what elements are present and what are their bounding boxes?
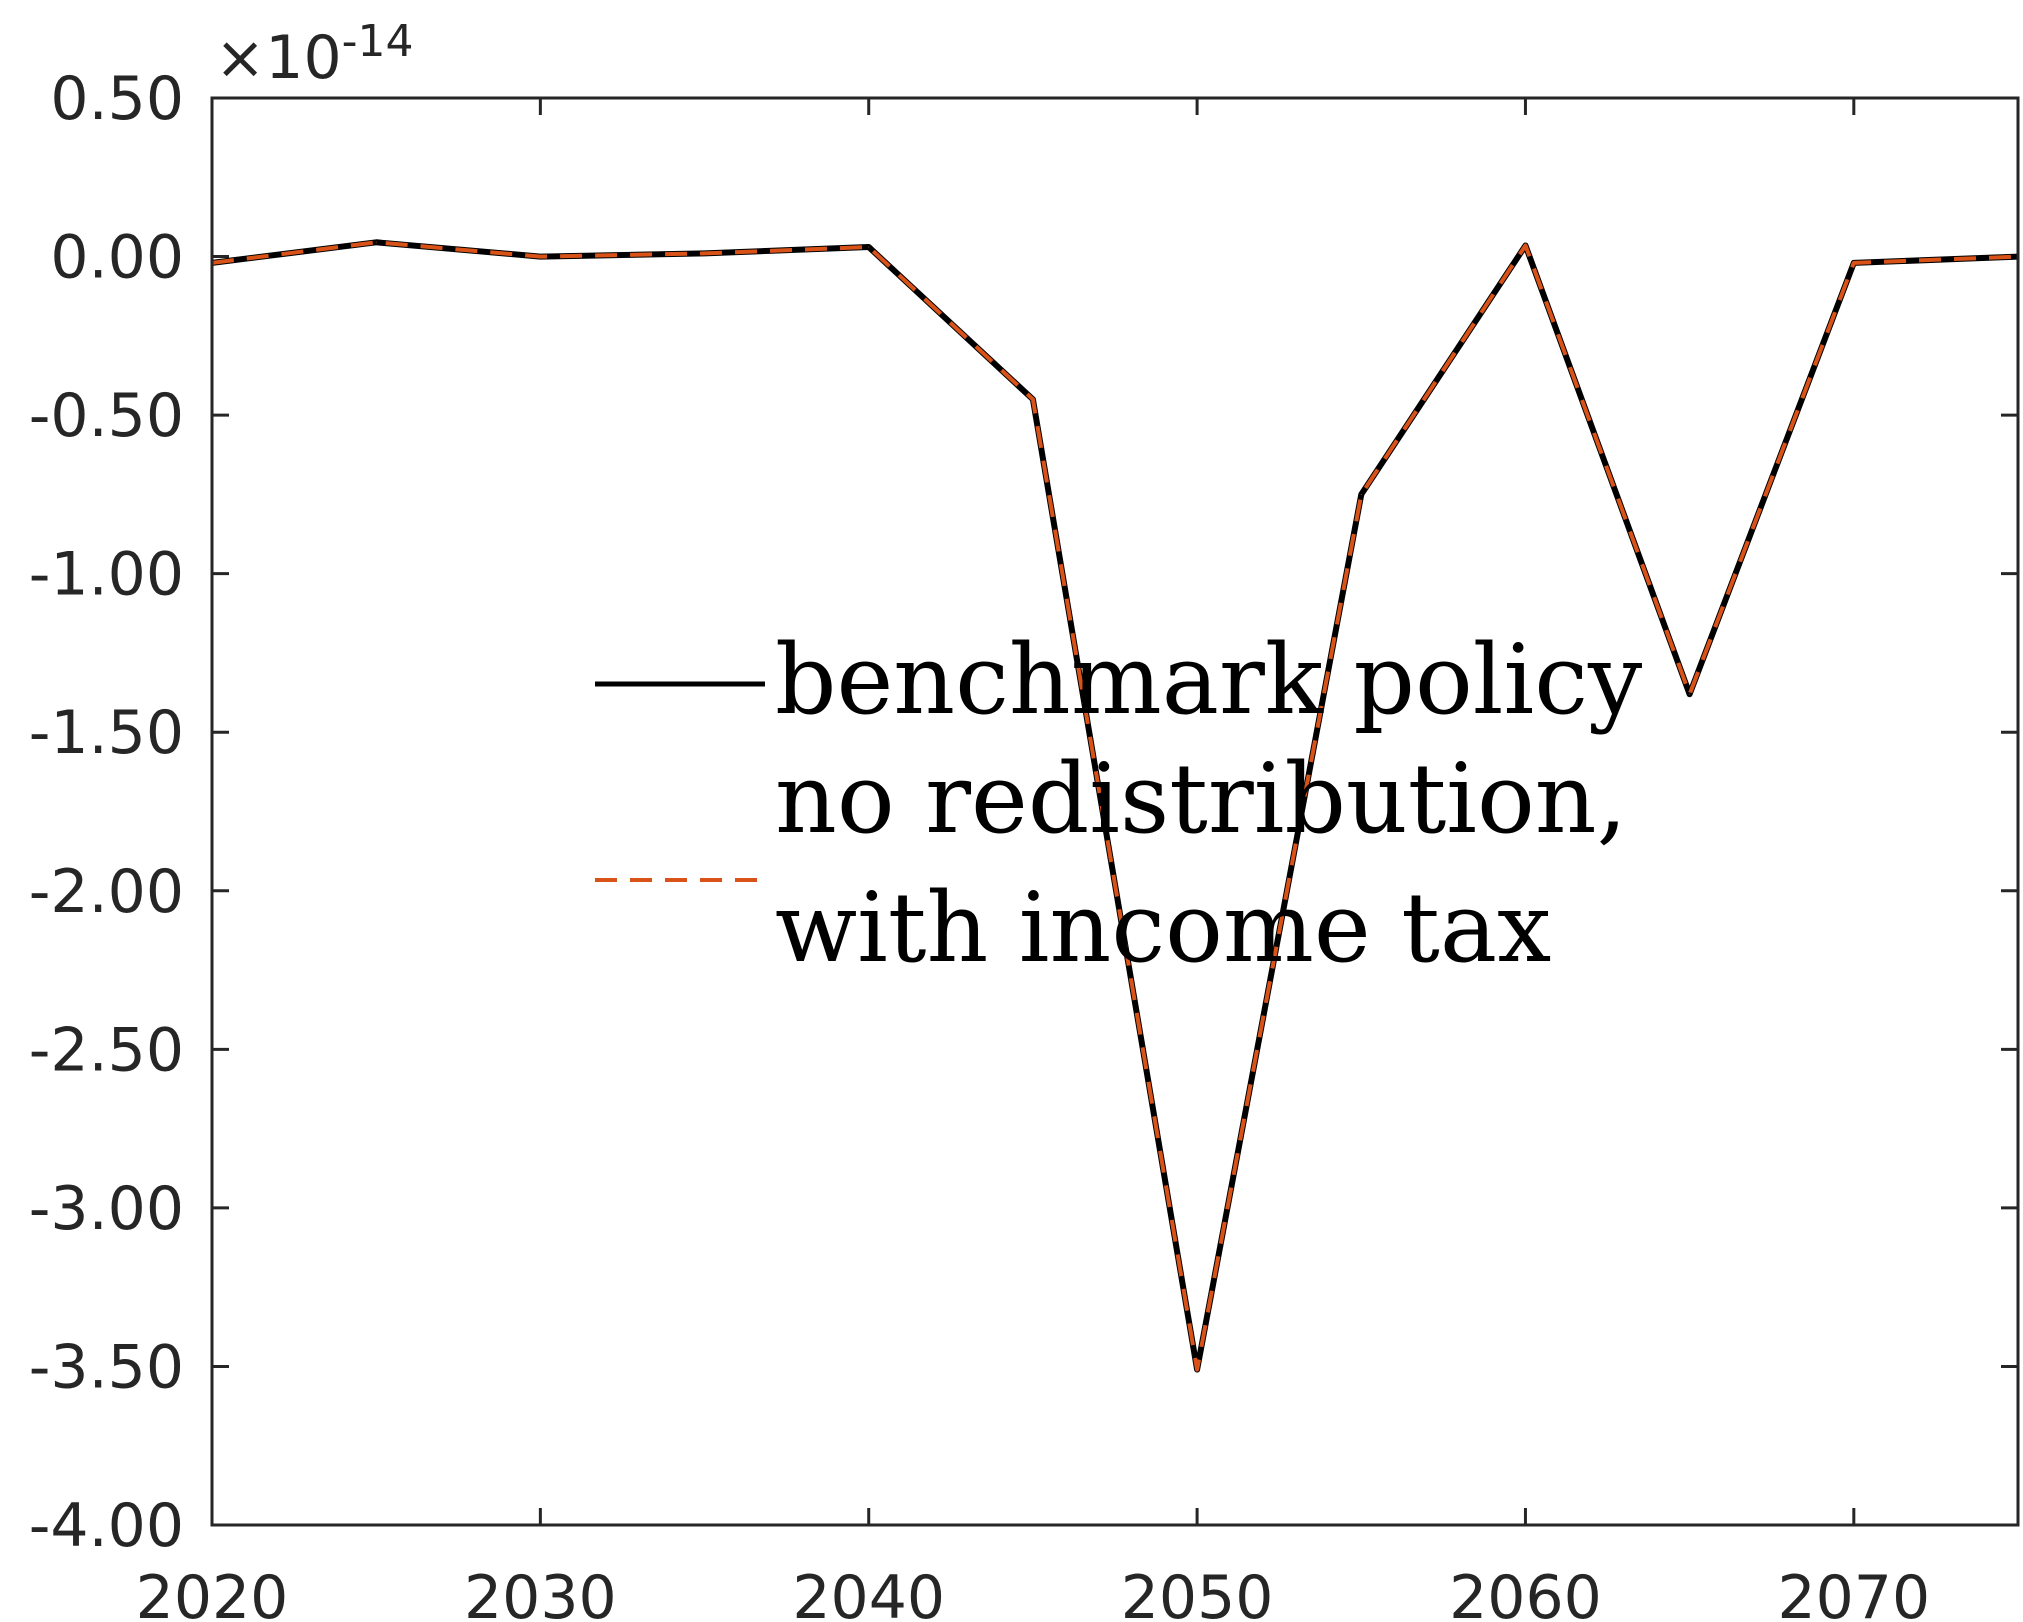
data-point — [704, 252, 706, 254]
y-tick-label: -3.00 — [29, 1174, 184, 1244]
y-tick-label: -3.50 — [29, 1332, 184, 1402]
x-tick-label: 2070 — [1777, 1563, 1930, 1622]
data-point — [1360, 493, 1362, 495]
y-tick-label: -0.50 — [29, 381, 184, 451]
data-point — [1196, 1369, 1198, 1371]
y-tick-label: -2.50 — [29, 1015, 184, 1085]
data-point — [1689, 693, 1691, 695]
data-point — [539, 256, 541, 258]
legend-label-with-income-tax-line-2: with income tax — [775, 872, 1551, 984]
y-tick-label: 0.50 — [50, 64, 184, 134]
data-point — [375, 241, 377, 243]
x-axis: 2020 2030 2040 2050 2060 2070 — [136, 98, 1930, 1622]
y-tick-label: 0.00 — [50, 223, 184, 293]
x-tick-label: 2060 — [1449, 1563, 1602, 1622]
exponent-base: ×10 — [215, 23, 342, 93]
y-axis: 0.50 0.00 -0.50 -1.00 -1.50 -2.00 -2.50 -3.00 -3… — [29, 64, 2018, 1561]
y-axis-exponent-label: ×10-14 — [215, 16, 414, 93]
y-tick-label: -1.50 — [29, 698, 184, 768]
legend: benchmark policy no redistribution, with… — [595, 624, 1642, 984]
y-tick-label: -2.00 — [29, 857, 184, 927]
x-tick-label: 2050 — [1121, 1563, 1274, 1622]
series-line-no-redistribution-with-income-tax — [211, 240, 2019, 1372]
data-point — [1853, 262, 1855, 264]
y-tick-label: -1.00 — [29, 540, 184, 610]
legend-label-benchmark-policy: benchmark policy — [775, 624, 1642, 736]
x-tick-label: 2020 — [136, 1563, 289, 1622]
x-tick-label: 2040 — [792, 1563, 945, 1622]
data-point — [868, 246, 870, 248]
exponent-power: -14 — [342, 16, 414, 67]
x-tick-label: 2030 — [464, 1563, 617, 1622]
plot-area-frame — [210, 96, 2020, 1527]
y-tick-label: -4.00 — [29, 1491, 184, 1561]
data-point — [1524, 244, 1526, 246]
data-point — [1032, 398, 1034, 400]
legend-label-no-redistribution-line-1: no redistribution, — [775, 743, 1627, 855]
